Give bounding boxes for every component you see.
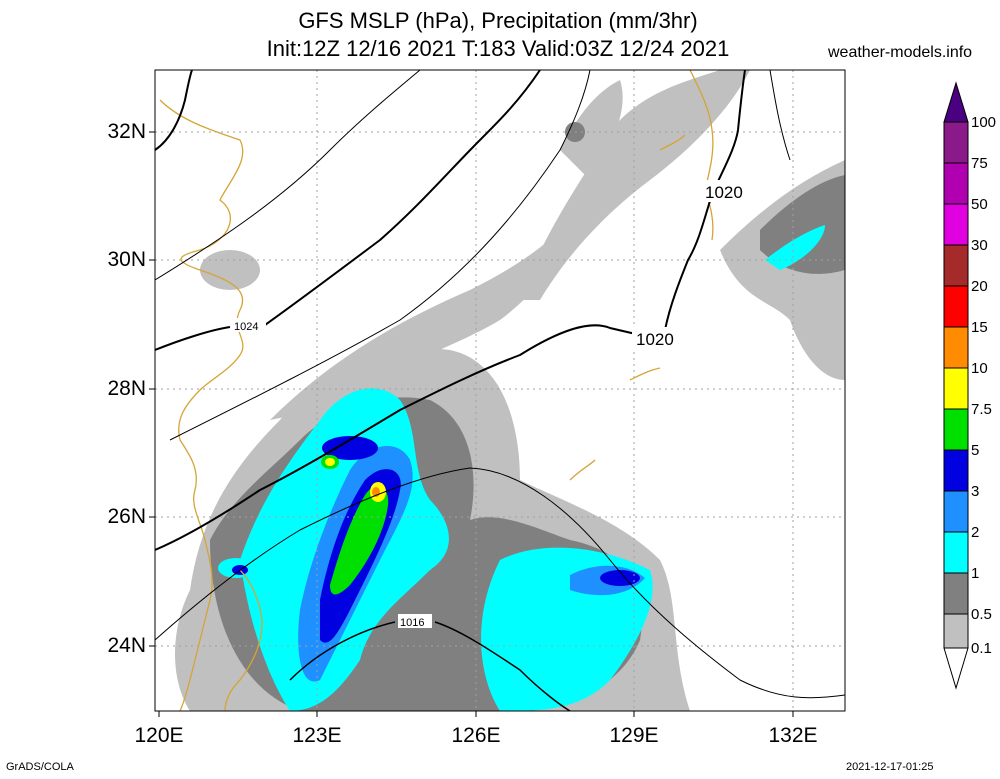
map-subtitle: Init:12Z 12/16 2021 T:183 Valid:03Z 12/2… bbox=[266, 36, 730, 61]
colorbar-top-arrow bbox=[943, 81, 969, 123]
colorbar-label-7-5: 7.5 bbox=[971, 401, 992, 418]
colorbar-swatch-50 bbox=[943, 203, 969, 246]
colorbar-label-0-5: 0.5 bbox=[971, 606, 992, 623]
colorbar-swatch-7-5 bbox=[943, 408, 969, 451]
isobars bbox=[155, 70, 845, 711]
coastlines bbox=[159, 70, 714, 711]
precip-north-patch bbox=[560, 80, 623, 180]
lat-label-28n: 28N bbox=[107, 377, 146, 400]
lat-label-24n: 24N bbox=[107, 634, 146, 657]
colorbar-label-0-1: 0.1 bbox=[971, 640, 992, 657]
coast-kyushu bbox=[689, 70, 714, 241]
grid-lines bbox=[155, 70, 845, 711]
colorbar-label-2: 2 bbox=[971, 524, 980, 541]
colorbar-swatch-2 bbox=[943, 531, 969, 574]
isobar-thin-mid bbox=[169, 70, 591, 441]
lon-label-120e: 120E bbox=[134, 724, 184, 747]
colorbar-label-10: 10 bbox=[971, 360, 988, 377]
lat-label-26n: 26N bbox=[107, 505, 146, 528]
coast-ryukyu-3 bbox=[659, 134, 686, 151]
isobar-1024-north bbox=[155, 70, 193, 151]
precip-yellow-north bbox=[325, 458, 335, 466]
colorbar-swatch-1 bbox=[943, 572, 969, 615]
colorbar-label-20: 20 bbox=[971, 278, 988, 295]
lat-label-32n: 32N bbox=[107, 120, 146, 143]
colorbar-swatch-10 bbox=[943, 367, 969, 410]
lon-label-129e: 129E bbox=[609, 724, 659, 747]
precip-cyan-far-east bbox=[765, 225, 825, 270]
lon-label-132e: 132E bbox=[768, 724, 818, 747]
footer-timestamp: 2021-12-17-01:25 bbox=[846, 761, 934, 773]
map-area: 1020 1020 1024 1016 bbox=[155, 70, 845, 711]
colorbar bbox=[943, 81, 969, 690]
footer-credit: GrADS/COLA bbox=[6, 761, 74, 773]
coast-taiwan bbox=[224, 569, 263, 711]
isobar-1024 bbox=[155, 70, 541, 351]
isobar-label-1020-main: 1020 bbox=[636, 330, 674, 349]
colorbar-swatch-75 bbox=[943, 162, 969, 205]
isobar-label-1020-east: 1020 bbox=[705, 183, 743, 202]
colorbar-swatch-15 bbox=[943, 326, 969, 369]
colorbar-swatch-100 bbox=[943, 121, 969, 164]
colorbar-bottom-arrow bbox=[943, 647, 969, 690]
precip-band-mid bbox=[270, 230, 562, 420]
isobar-label-group: 1020 1020 1024 1016 bbox=[232, 180, 750, 629]
coast-ryukyu bbox=[629, 367, 661, 381]
precip-small-patch bbox=[200, 250, 260, 290]
precip-darkblue-east bbox=[600, 570, 640, 586]
colorbar-label-50: 50 bbox=[971, 196, 988, 213]
lon-label-123e: 123E bbox=[292, 724, 342, 747]
colorbar-label-100: 100 bbox=[971, 114, 997, 131]
source-label: weather-models.info bbox=[828, 44, 973, 61]
coast-china bbox=[159, 99, 244, 711]
colorbar-label-75: 75 bbox=[971, 155, 988, 172]
colorbar-swatch-30 bbox=[943, 244, 969, 287]
isobar-1020-main bbox=[155, 324, 641, 551]
colorbar-label-1: 1 bbox=[971, 565, 980, 582]
colorbar-label-3: 3 bbox=[971, 483, 980, 500]
map-frame bbox=[154, 69, 846, 712]
isobar-label-1024: 1024 bbox=[234, 321, 258, 333]
colorbar-swatch-0-5 bbox=[943, 613, 969, 649]
precip-darkblue-north bbox=[322, 436, 378, 460]
isobar-thin-north bbox=[155, 70, 421, 281]
coast-ryukyu-2 bbox=[569, 459, 596, 481]
isobar-label-1016: 1016 bbox=[400, 617, 424, 629]
colorbar-label-5: 5 bbox=[971, 442, 980, 459]
colorbar-label-30: 30 bbox=[971, 237, 988, 254]
precip-band-northeast bbox=[520, 70, 750, 300]
colorbar-swatch-3 bbox=[943, 490, 969, 533]
colorbar-swatch-20 bbox=[943, 285, 969, 328]
precip-green-core bbox=[330, 486, 389, 595]
axis-ticks bbox=[149, 131, 794, 717]
map-title: GFS MSLP (hPa), Precipitation (mm/3hr) bbox=[298, 8, 698, 33]
lat-label-30n: 30N bbox=[107, 248, 146, 271]
isobar-1016 bbox=[289, 621, 571, 711]
isobar-thin-east bbox=[769, 70, 791, 161]
colorbar-label-15: 15 bbox=[971, 319, 988, 336]
colorbar-swatch-5 bbox=[943, 449, 969, 492]
lon-label-126e: 126E bbox=[451, 724, 501, 747]
isobar-thin-south bbox=[155, 467, 845, 699]
